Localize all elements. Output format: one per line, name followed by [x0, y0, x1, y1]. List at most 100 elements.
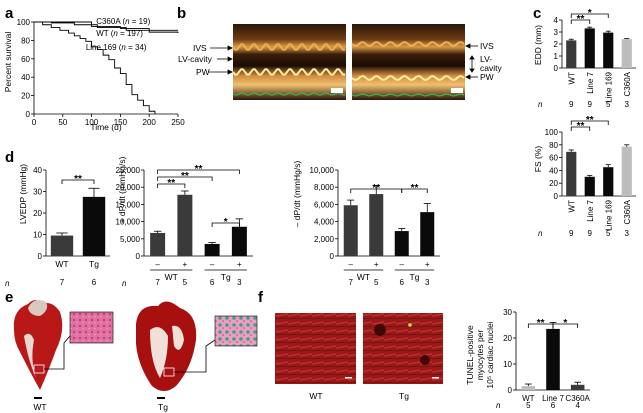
fs-y-axis-title: FS (%) [533, 146, 543, 173]
panelF-y-tick-label: 10 [503, 360, 512, 369]
echo-label-lv-right: LV- [480, 54, 492, 64]
tg-histology-inset [174, 315, 258, 373]
tg-tunel-image [363, 313, 443, 384]
wt-tunel-image [275, 313, 356, 384]
echo-label-cavity-right: cavity [480, 63, 502, 73]
echo-image-right [351, 24, 465, 100]
panelD2-y-tick-label: 5,000 [120, 235, 141, 244]
survival-y-tick-label: 20 [21, 92, 30, 101]
edd-y-axis-title: EDD (mm) [533, 25, 543, 65]
minus-dpdt-bar-chart: 0 2,000 4,000 6,000 8,000 10,000 – 7 +5 – 6 +3 WT Tg *… [310, 166, 440, 287]
panelC2-y-tick-label: 40 [549, 166, 558, 175]
echo-image-left [232, 24, 346, 100]
panelF-bar-2 [570, 384, 585, 390]
panelC1-y-tick-label: 4 [554, 16, 559, 25]
panelC2-sig-label-0: ** [577, 121, 585, 132]
panelD2-sig-label-3: * [224, 217, 228, 228]
survival-x-tick-label: 100 [85, 118, 99, 127]
echo-label-pw-left: PW [196, 67, 210, 77]
echo-label-pw-right: PW [480, 72, 494, 82]
panelF-sig-bracket-1 [552, 323, 579, 328]
panelD2-category-1: + [183, 260, 188, 269]
echo-arrows-right [465, 43, 478, 80]
panelC2-n-1: 9 [588, 229, 593, 238]
survival-y-tick-label: 40 [21, 73, 30, 82]
panelC1-n-2: 5 [606, 100, 611, 109]
panelF-category-1: Line 7 [542, 394, 564, 403]
panelC2-y-tick-label: 20 [549, 179, 558, 188]
panelD2-sig-bracket-3 [211, 222, 240, 227]
panelC2-sig-label-1: ** [586, 115, 594, 126]
tunel-y-axis-title-line-2: myocytes per [475, 330, 485, 381]
wt-heart-image [13, 300, 63, 399]
panelD1-y-tick-label: 10 [33, 231, 42, 240]
panelF-category-2: C360A [565, 394, 590, 403]
panelF-y-tick-label: 30 [503, 308, 512, 317]
panelD2-y-tick-label: 10,000 [116, 218, 141, 227]
panelC2-y-tick-label: 100 [545, 128, 559, 137]
panelC2-n-2: 5 [606, 229, 611, 238]
panelC1-sig-label-0: ** [577, 14, 585, 25]
panelC2-bar-3 [621, 146, 632, 196]
survival-curve-1 [34, 21, 179, 34]
panelC2-sig-bracket-1 [570, 120, 609, 125]
panelD3-n-1: 5 [374, 278, 379, 287]
panelD2-bar-1 [177, 194, 193, 256]
panelD3-bar-3 [420, 212, 435, 256]
panelC1-category-1: Line 7 [586, 71, 595, 93]
panelD1-bar-0 [50, 235, 74, 256]
panelD2-sig-label-1: ** [181, 171, 189, 182]
panelD2-n-0: 7 [155, 278, 160, 287]
panelD2-sig-bracket-0 [157, 183, 186, 188]
panelD1-sig-label-0: ** [74, 174, 82, 185]
panelF-bar-1 [546, 328, 560, 390]
panelC2-y-tick-label: 80 [549, 141, 558, 150]
panelC2-category-0: WT [567, 200, 576, 213]
survival-x-tick-label: 150 [114, 118, 128, 127]
lvedp-y-axis-title: LVEDP (mmHg) [18, 164, 28, 224]
echo-label-lv-cavity-left: LV-cavity [178, 54, 213, 64]
panelD3-sig-bracket-1 [401, 188, 428, 193]
panelD2-sig-label-2: ** [195, 164, 203, 175]
panelC2-bar-0 [566, 151, 577, 196]
panelC1-sig-bracket-0 [570, 19, 591, 24]
panelC1-bar-2 [603, 32, 614, 68]
panelC1-sig-bracket-1 [570, 13, 609, 18]
survival-y-tick-label: 0 [26, 110, 31, 119]
panelC2-category-3: C360A [623, 199, 632, 224]
panel-f-label: f [258, 289, 264, 306]
panelD2-y-tick-label: 15,000 [116, 200, 141, 209]
panelD1-bar-1 [82, 196, 106, 256]
survival-legend-2: Line 169 (n = 34) [86, 43, 147, 52]
panelD3-bar-0 [343, 205, 358, 256]
survival-x-tick-label: 0 [32, 118, 37, 127]
panelF-y-tick-label: 0 [508, 386, 513, 395]
tunel-n-label: n [496, 401, 501, 410]
panelF-y-tick-label: 20 [503, 334, 512, 343]
panelD2-group-0: WT [165, 272, 178, 282]
panelD2-category-3: + [237, 260, 242, 269]
panel-c-label: c [533, 5, 541, 22]
panelD2-bar-3 [231, 226, 247, 256]
survival-curve-2 [34, 21, 156, 114]
wt-tunel-caption: WT [309, 391, 322, 401]
panelC1-bar-1 [584, 28, 595, 68]
panelD2-y-tick-label: 0 [136, 252, 141, 261]
panelF-sig-label-1: * [563, 318, 567, 329]
survival-x-tick-label: 250 [171, 118, 185, 127]
survival-y-tick-label: 80 [21, 36, 30, 45]
survival-chart: 0 20 40 60 80 100 0 50 100 150 200 250 C360A (n = 19… [17, 17, 186, 127]
panelD2-sig-bracket-2 [157, 169, 240, 174]
plus-dpdt-bar-chart: 0 5,000 10,000 15,000 20,000 25,000 – 7 +5 – 6 +3 WT… [116, 164, 253, 288]
panelC1-category-0: WT [567, 72, 576, 85]
panelD3-category-3: + [425, 260, 430, 269]
panelC2-category-2: Line 169 [604, 199, 613, 230]
panel-b-label: b [177, 5, 186, 22]
survival-y-tick-label: 60 [21, 55, 30, 64]
panelC1-n-0: 9 [569, 100, 574, 109]
panelD2-n-1: 5 [183, 278, 188, 287]
